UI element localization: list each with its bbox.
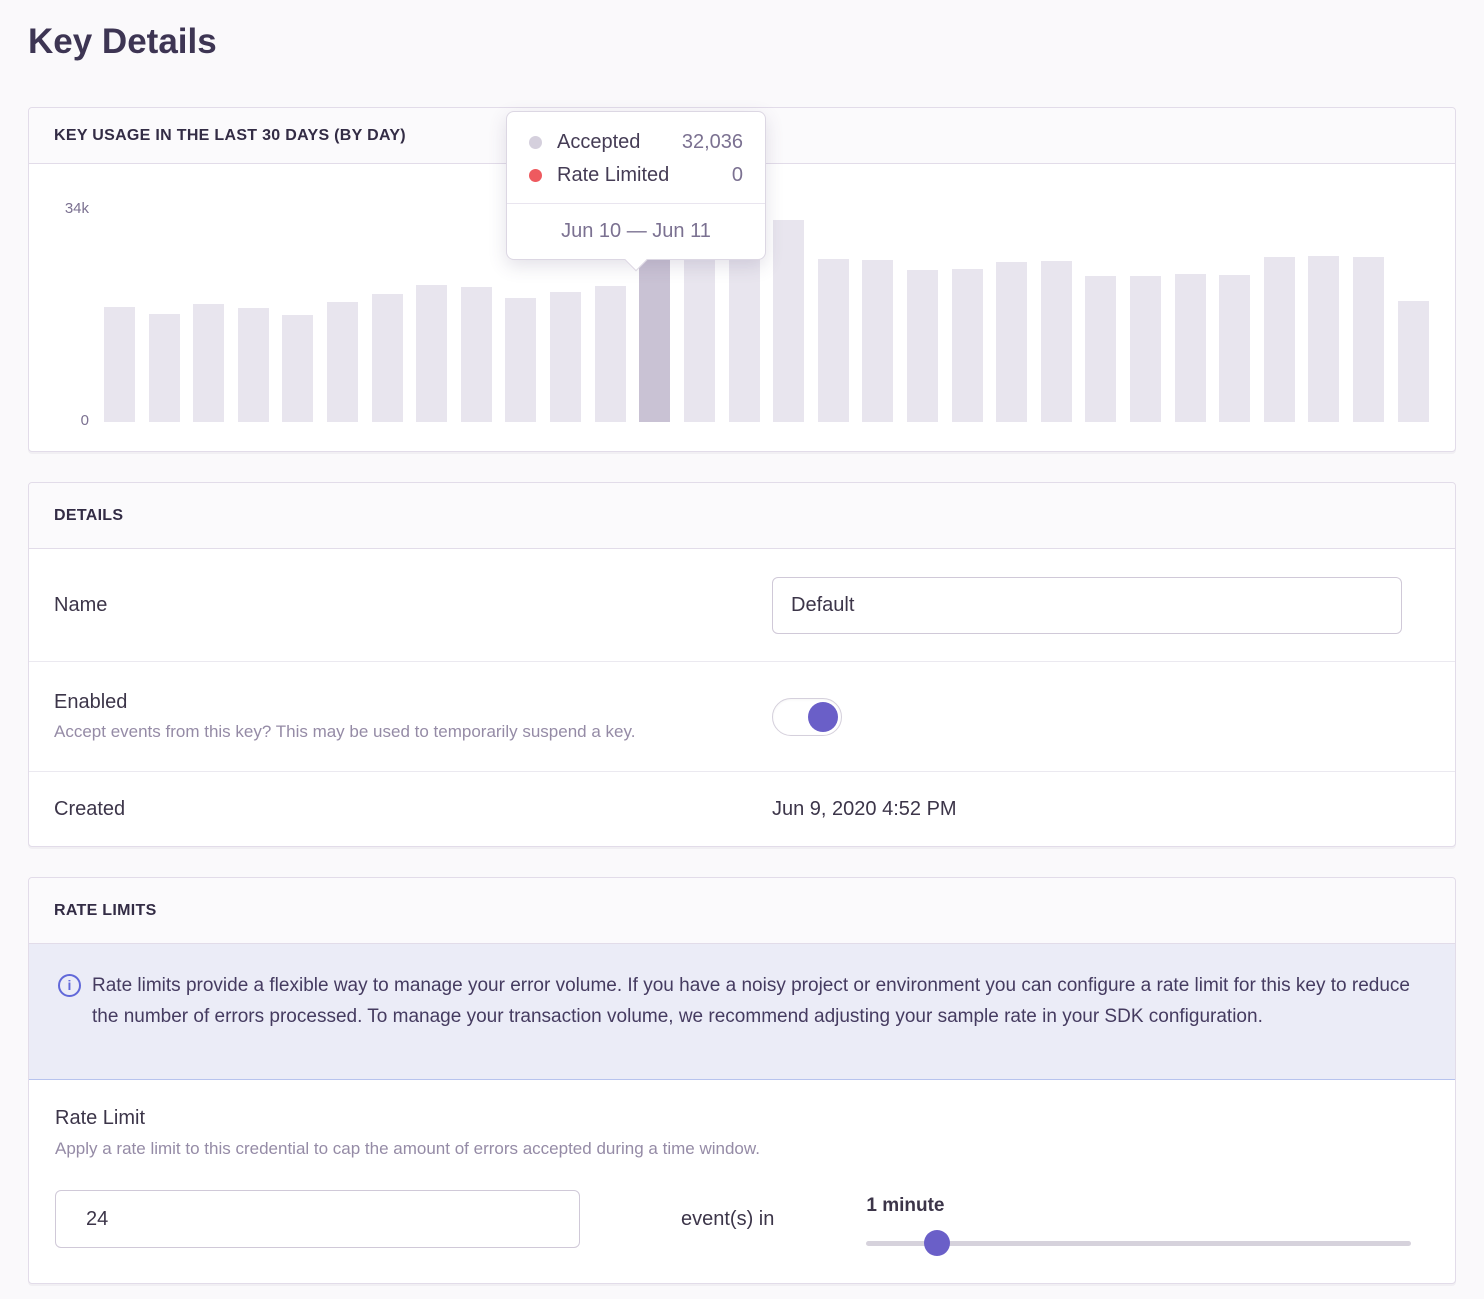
rate-limit-controls: event(s) in 1 minute <box>55 1190 1411 1256</box>
usage-bar[interactable] <box>193 304 225 422</box>
tooltip-divider <box>507 203 765 204</box>
usage-bar[interactable] <box>237 308 269 422</box>
usage-bar[interactable] <box>1130 276 1162 422</box>
page-title: Key Details <box>28 22 217 61</box>
rate-limits-panel: RATE LIMITS i Rate limits provide a flex… <box>28 877 1456 1284</box>
usage-bar[interactable] <box>683 259 715 422</box>
enabled-control-col <box>772 697 1430 736</box>
usage-bar[interactable] <box>505 298 537 422</box>
usage-bar[interactable] <box>327 302 359 422</box>
name-input[interactable] <box>772 576 1402 634</box>
rate-window-slider-track[interactable] <box>866 1230 1411 1256</box>
rate-limit-label: Rate Limit <box>55 1107 146 1129</box>
created-row: Created Jun 9, 2020 4:52 PM <box>29 771 1455 847</box>
chart-tooltip: Accepted 32,036 Rate Limited 0 Jun 10 — … <box>506 111 766 272</box>
info-icon: i <box>58 974 81 997</box>
rate-limit-connector-text: event(s) in <box>681 1207 775 1230</box>
key-usage-panel-title: KEY USAGE IN THE LAST 30 DAYS (BY DAY) <box>54 126 406 144</box>
rate-window-slider-knob[interactable] <box>924 1230 951 1256</box>
name-control-col <box>772 576 1430 634</box>
tooltip-row-accepted: Accepted 32,036 <box>507 126 765 159</box>
usage-bar[interactable] <box>550 292 582 422</box>
rate-limits-panel-title: RATE LIMITS <box>54 901 157 919</box>
usage-bar[interactable] <box>104 307 135 422</box>
usage-bar[interactable] <box>1174 274 1206 422</box>
details-panel-title: DETAILS <box>54 506 124 524</box>
tooltip-accepted-label: Accepted <box>557 131 641 153</box>
tooltip-rate-limited-value: 0 <box>731 164 743 186</box>
created-value: Jun 9, 2020 4:52 PM <box>772 798 957 820</box>
usage-bar[interactable] <box>1219 275 1251 422</box>
usage-bar[interactable] <box>1308 256 1340 422</box>
tooltip-date-range: Jun 10 — Jun 11 <box>561 220 711 242</box>
key-usage-panel: KEY USAGE IN THE LAST 30 DAYS (BY DAY) 3… <box>28 107 1456 452</box>
rate-limits-alert-text: Rate limits provide a flexible way to ma… <box>92 975 1410 1027</box>
y-axis-min-label: 0 <box>80 412 89 429</box>
usage-bar[interactable] <box>996 262 1028 422</box>
usage-bar[interactable] <box>728 257 760 422</box>
usage-bar[interactable] <box>773 220 805 422</box>
enabled-toggle-knob <box>808 701 838 732</box>
usage-bar[interactable] <box>371 294 403 422</box>
created-label: Created <box>54 798 126 820</box>
usage-bar[interactable] <box>282 315 314 422</box>
y-axis-max-label: 34k <box>64 200 89 217</box>
usage-bar[interactable] <box>460 287 492 422</box>
accepted-dot-icon <box>529 136 542 149</box>
rate-limit-field: Rate Limit Apply a rate limit to this cr… <box>29 1080 1455 1256</box>
tooltip-row-rate-limited: Rate Limited 0 <box>507 159 765 192</box>
name-label-col: Name <box>54 594 772 617</box>
usage-bar[interactable] <box>1397 301 1429 422</box>
created-control-col: Jun 9, 2020 4:52 PM <box>772 798 1430 821</box>
enabled-label: Enabled <box>54 690 128 713</box>
usage-bar[interactable] <box>594 286 626 422</box>
usage-bar[interactable] <box>1263 257 1295 422</box>
details-panel: DETAILS Name Enabled Accept events from … <box>28 482 1456 847</box>
rate-limit-help-text: Apply a rate limit to this credential to… <box>55 1139 760 1158</box>
rate-limit-count-input[interactable] <box>55 1190 580 1248</box>
usage-chart: 34k 0 <box>29 164 1455 452</box>
enabled-help-text: Accept events from this key? This may be… <box>54 721 636 741</box>
usage-bar[interactable] <box>817 259 849 422</box>
name-label: Name <box>54 593 108 616</box>
rate-limits-info-alert: i Rate limits provide a flexible way to … <box>29 944 1455 1080</box>
tooltip-rate-limited-label: Rate Limited <box>557 164 670 186</box>
usage-bar[interactable] <box>1353 257 1385 422</box>
created-label-col: Created <box>54 798 772 821</box>
enabled-label-col: Enabled Accept events from this key? Thi… <box>54 691 772 743</box>
enabled-toggle[interactable] <box>772 697 842 736</box>
rate-window-value-label: 1 minute <box>866 1194 945 1216</box>
usage-bar[interactable] <box>148 314 180 422</box>
usage-bar[interactable] <box>416 285 448 422</box>
tooltip-accepted-value: 32,036 <box>681 131 743 153</box>
rate-window-slider-group: 1 minute <box>866 1193 1411 1256</box>
rate-limited-dot-icon <box>529 169 542 182</box>
usage-bar[interactable] <box>1040 261 1072 422</box>
usage-bar[interactable] <box>951 269 983 422</box>
enabled-row: Enabled Accept events from this key? Thi… <box>29 661 1455 771</box>
name-row: Name <box>29 549 1455 661</box>
usage-bar[interactable] <box>906 270 938 422</box>
usage-bars <box>104 218 1429 422</box>
details-panel-header: DETAILS <box>29 483 1455 549</box>
usage-bar[interactable] <box>862 260 894 422</box>
rate-limits-panel-header: RATE LIMITS <box>29 878 1455 944</box>
usage-bar[interactable] <box>1085 276 1117 422</box>
